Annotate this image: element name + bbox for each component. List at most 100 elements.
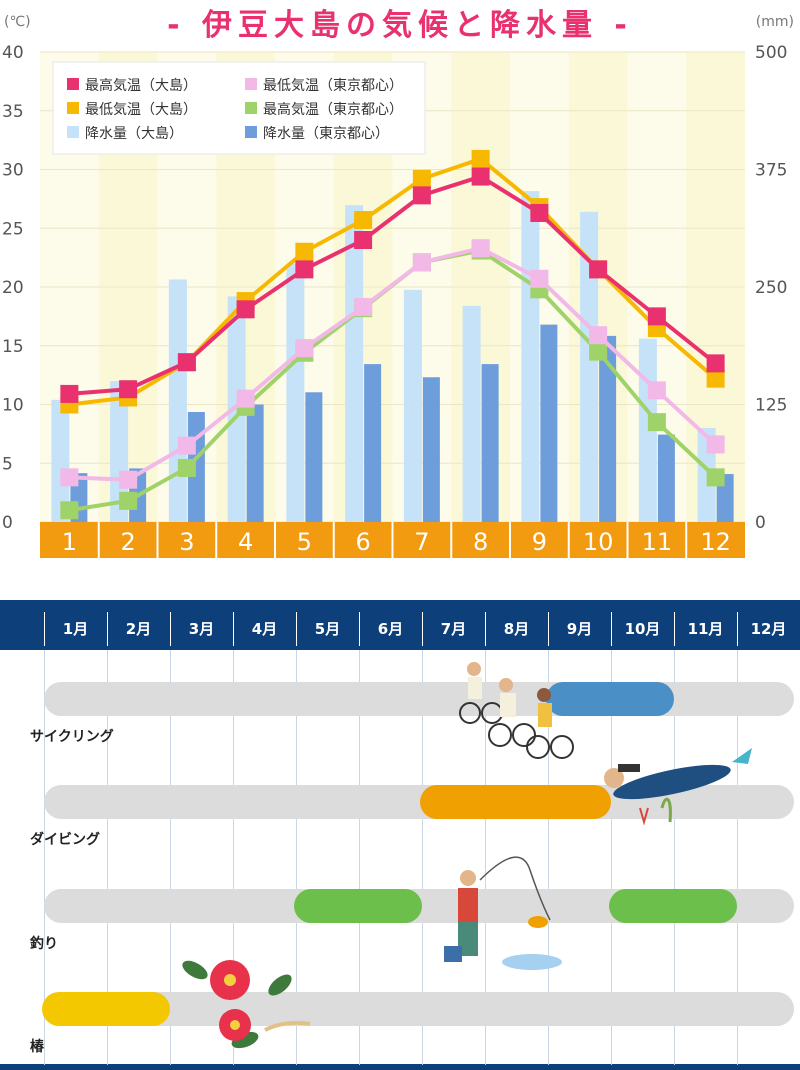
calendar-gridline: [107, 650, 108, 1065]
calendar-gridline: [485, 650, 486, 1065]
bar-tokyo-precip: [481, 364, 499, 522]
calendar-gridline: [422, 650, 423, 1065]
data-point: [295, 339, 314, 358]
month-label: 1月: [62, 620, 89, 638]
month-label: 2月: [125, 620, 152, 638]
x-tick-label: 9: [532, 528, 547, 556]
month-label: 10月: [624, 620, 661, 638]
month-separator: [548, 612, 549, 646]
month-label: 9月: [566, 620, 593, 638]
x-tick-label: 3: [179, 528, 194, 556]
activity-track: [44, 682, 794, 716]
month-label: 5月: [314, 620, 341, 638]
calendar-gridline: [359, 650, 360, 1065]
data-point: [471, 239, 490, 258]
data-point: [60, 468, 79, 487]
data-point: [412, 169, 431, 188]
data-point: [412, 253, 431, 272]
calendar-gridline: [296, 650, 297, 1065]
data-point: [589, 326, 608, 345]
chart-title: - 伊豆大島の気候と降水量 -: [167, 8, 633, 43]
month-label: 11月: [687, 620, 724, 638]
data-point: [589, 342, 608, 361]
calendar-gridline: [611, 650, 612, 1065]
month-label: 3月: [188, 620, 215, 638]
activity-season-bar: [420, 785, 611, 819]
data-point: [530, 269, 549, 288]
month-separator: [359, 612, 360, 646]
bar-tokyo-precip: [422, 377, 440, 522]
data-point: [236, 300, 255, 319]
legend-swatch: [245, 102, 257, 114]
legend-swatch: [67, 78, 79, 90]
month-separator: [611, 612, 612, 646]
month-label: 8月: [503, 620, 530, 638]
month-header: 1月 2月 3月 4月 5月 6月 7月 8月 9月 10月 11月 12月: [0, 600, 800, 650]
data-point: [60, 501, 79, 520]
legend-swatch: [67, 102, 79, 114]
data-point: [177, 436, 196, 455]
month-separator: [485, 612, 486, 646]
activity-label: 釣り: [30, 936, 58, 952]
calendar-gridline: [170, 650, 171, 1065]
data-point: [119, 470, 138, 489]
bar-tokyo-precip: [540, 324, 558, 522]
activity-label: ダイビング: [30, 832, 100, 848]
bar-oshima-precip: [286, 263, 305, 522]
data-point: [647, 307, 666, 326]
legend-label: 最高気温（大島）: [85, 77, 197, 94]
x-tick-label: 4: [238, 528, 253, 556]
data-point: [589, 260, 608, 279]
legend-swatch: [245, 126, 257, 138]
month-separator: [107, 612, 108, 646]
month-separator: [737, 612, 738, 646]
left-tick-label: 5: [2, 454, 13, 474]
left-tick-label: 10: [2, 396, 24, 416]
activity-calendar: 1月 2月 3月 4月 5月 6月 7月 8月 9月 10月 11月 12月 サイクリング ダイビング釣…: [0, 600, 800, 1070]
legend-swatch: [67, 126, 79, 138]
angler-illustration: [444, 856, 562, 970]
month-separator: [44, 612, 45, 646]
bar-oshima-precip: [462, 305, 481, 522]
data-point: [530, 203, 549, 222]
activity-season-bar: [546, 682, 674, 716]
calendar-gridline: [737, 650, 738, 1065]
data-point: [647, 381, 666, 400]
left-axis-unit: (℃): [4, 14, 31, 30]
calendar-gridline: [674, 650, 675, 1065]
x-tick-label: 10: [583, 528, 614, 556]
bar-oshima-precip: [345, 205, 364, 522]
bar-tokyo-precip: [364, 364, 382, 522]
bar-tokyo-precip: [657, 434, 675, 522]
data-point: [60, 384, 79, 403]
month-separator: [674, 612, 675, 646]
activity-season-bar: [294, 889, 422, 923]
data-point: [177, 458, 196, 477]
x-tick-label: 6: [355, 528, 370, 556]
left-tick-label: 25: [2, 219, 24, 239]
bar-oshima-precip: [403, 289, 422, 522]
month-separator: [233, 612, 234, 646]
data-point: [412, 186, 431, 205]
data-point: [119, 491, 138, 510]
data-point: [647, 413, 666, 432]
month-separator: [422, 612, 423, 646]
bar-tokyo-precip: [246, 404, 264, 522]
data-point: [706, 435, 725, 454]
diver-illustration: [604, 748, 752, 826]
month-separator: [170, 612, 171, 646]
x-tick-label: 5: [297, 528, 312, 556]
month-label: 4月: [251, 620, 278, 638]
x-tick-label: 2: [120, 528, 135, 556]
bar-oshima-precip: [521, 191, 540, 522]
x-tick-label: 11: [642, 528, 673, 556]
data-point: [471, 167, 490, 186]
month-label: 12月: [750, 620, 787, 638]
data-point: [706, 354, 725, 373]
activity-season-bar: [609, 889, 737, 923]
bar-oshima-precip: [51, 399, 70, 522]
activity-label: サイクリング: [30, 729, 114, 745]
activity-label: 椿: [30, 1039, 44, 1055]
data-point: [706, 369, 725, 388]
